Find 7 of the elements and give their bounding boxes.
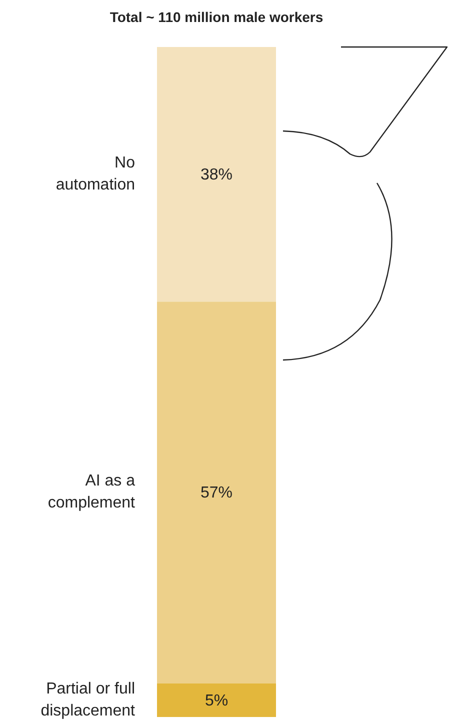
series-label: Partial or full displacement bbox=[40, 680, 136, 720]
data-label: 38% bbox=[200, 166, 233, 184]
data-label: 5% bbox=[204, 692, 228, 710]
series-label: No automation bbox=[56, 154, 136, 194]
chart-title: Total ~ 110 million male workers bbox=[110, 9, 324, 25]
series-label: AI as a complement bbox=[48, 472, 136, 512]
data-label: 57% bbox=[200, 484, 233, 502]
